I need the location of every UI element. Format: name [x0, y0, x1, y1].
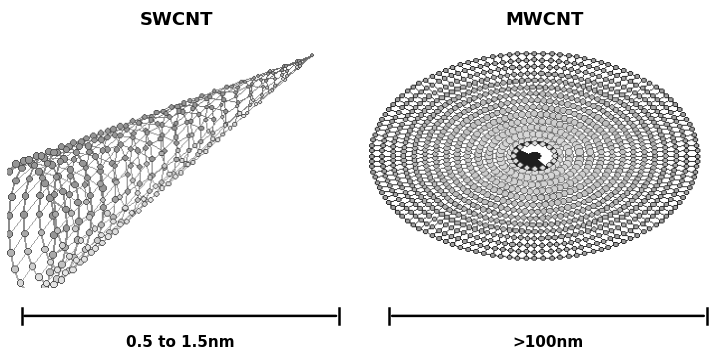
Text: MWCNT: MWCNT — [505, 11, 583, 28]
Text: >100nm: >100nm — [513, 335, 583, 350]
Text: 0.5 to 1.5nm: 0.5 to 1.5nm — [126, 335, 234, 350]
Text: SWCNT: SWCNT — [140, 11, 213, 28]
